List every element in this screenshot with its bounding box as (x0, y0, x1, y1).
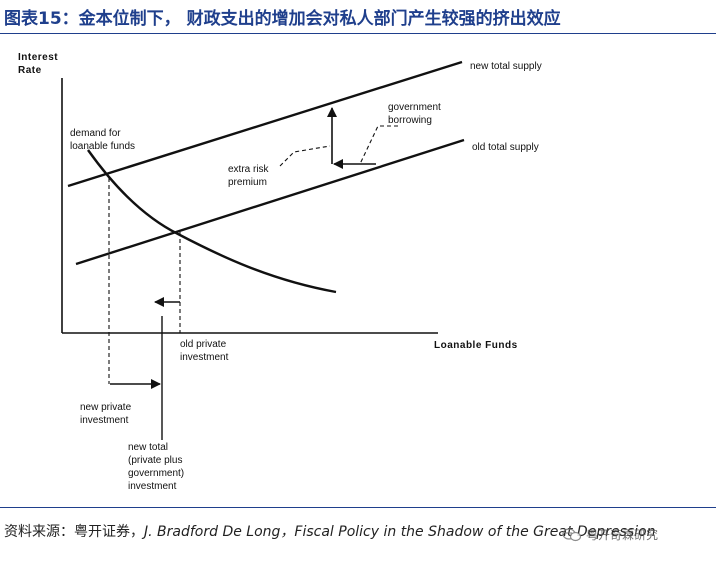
watermark: 粤开奇霖研究 (562, 526, 658, 543)
source-prefix: 资料来源：粤开证券， (4, 524, 144, 540)
new-total-label-line4: investment (128, 481, 177, 492)
old-private-label-line2: investment (180, 352, 229, 363)
demand-label-line1: demand for (70, 128, 121, 139)
risk-premium-label-line1: extra risk (228, 164, 270, 175)
gov-borrowing-label-line2: borrowing (388, 115, 432, 126)
new-total-label-line3: government) (128, 468, 184, 479)
title-divider (0, 33, 716, 34)
demand-label-line2: loanable funds (70, 141, 135, 152)
y-axis-label-line1: Interest (18, 52, 58, 63)
demand-curve (87, 149, 337, 294)
risk-premium-leader-line (279, 145, 331, 167)
gov-borrowing-label-line1: government (388, 102, 441, 113)
old-total-supply-line (75, 138, 465, 266)
x-axis-label: Loanable Funds (434, 340, 518, 351)
new-total-supply-line (67, 60, 463, 188)
watermark-text: 粤开奇霖研究 (586, 528, 659, 542)
new-private-label-line1: new private (80, 402, 132, 413)
wechat-icon (562, 527, 582, 541)
old-supply-label: old total supply (472, 142, 539, 153)
source-note: 资料来源：粤开证券，J. Bradford De Long，Fiscal Pol… (4, 518, 712, 546)
loanable-funds-diagram: Interest Rate Loanable Funds new total s… (18, 52, 542, 492)
new-supply-label: new total supply (470, 61, 542, 72)
figure-title: 图表15：金本位制下， 财政支出的增加会对私人部门产生较强的挤出效应 (4, 9, 561, 29)
source-divider (0, 507, 716, 508)
new-total-label-line2: (private plus (128, 455, 182, 466)
new-private-label-line2: investment (80, 415, 129, 426)
borrowing-leader-line (359, 125, 398, 165)
risk-premium-label-line2: premium (228, 177, 267, 188)
source-citation: J. Bradford De Long，Fiscal Policy in the… (144, 524, 656, 540)
old-private-label-line1: old private (180, 339, 227, 350)
y-axis-label-line2: Rate (18, 65, 42, 76)
new-total-label-line1: new total (128, 442, 168, 453)
